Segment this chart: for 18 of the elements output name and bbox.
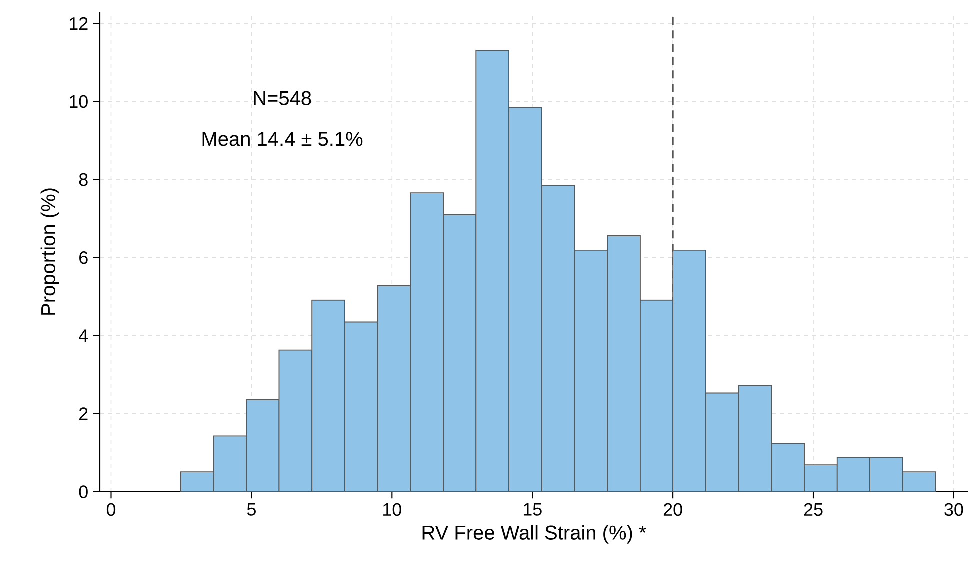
- x-tick-label: 5: [247, 503, 256, 516]
- x-tick-label: 30: [944, 503, 964, 516]
- y-tick-label: 6: [80, 251, 88, 264]
- x-tick-label: 25: [804, 503, 823, 516]
- y-tick-label: 12: [70, 17, 88, 30]
- x-tick-label: 0: [106, 503, 116, 516]
- y-tick-label: 10: [70, 95, 88, 108]
- y-tick-label: 4: [79, 330, 88, 342]
- y-tick-label: 0: [79, 486, 88, 498]
- y-tick-label: 2: [80, 408, 88, 420]
- x-axis-title: RV Free Wall Strain (%) *: [422, 525, 646, 544]
- annotation: N=548: [254, 91, 312, 106]
- y-axis-title: Proportion (%): [40, 188, 60, 315]
- x-tick-label: 20: [664, 503, 682, 516]
- annotation: Mean 14.4 ± 5.1%: [202, 132, 363, 146]
- y-tick-label: 8: [79, 173, 88, 186]
- x-tick-label: 10: [384, 503, 402, 516]
- x-tick-label: 15: [524, 503, 542, 516]
